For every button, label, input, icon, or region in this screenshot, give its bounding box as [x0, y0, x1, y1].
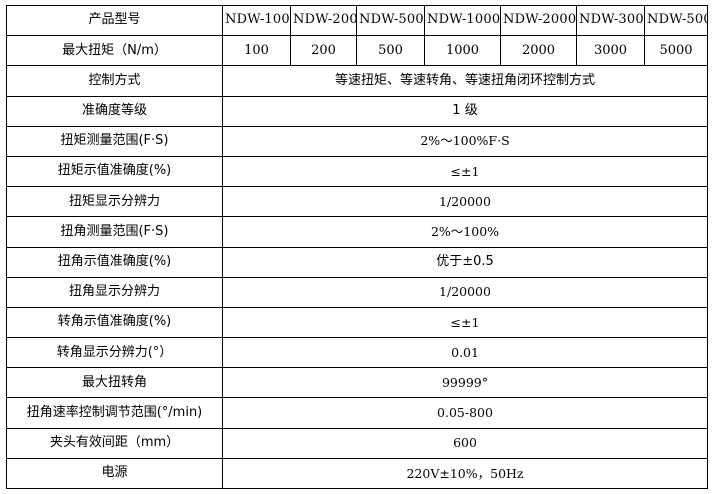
value-torque-measuring-range: 2%～100%F·S — [222, 125, 708, 157]
value-accuracy-grade: 1 级 — [222, 95, 708, 127]
value-rotation-angle-indication-accuracy: ≤±1 — [222, 306, 708, 339]
value-torsion-angle-indication-accuracy: 优于±0.5 — [222, 246, 708, 278]
row-label-max-torsion-angle: 最大扭转角 — [6, 367, 223, 399]
table-row: 扭角示值准确度(%) 优于±0.5 — [6, 246, 708, 278]
value-torsion-rate-control-range: 0.05-800 — [222, 397, 708, 429]
max-torque-ndw-200: 200 — [290, 35, 357, 67]
value-torsion-angle-display-resolution: 1/20000 — [222, 276, 708, 308]
model-header-ndw-500: NDW-500 — [356, 4, 425, 37]
value-power-supply: 220V±10%，50Hz — [222, 457, 708, 490]
value-torque-indication-accuracy: ≤±1 — [222, 155, 708, 188]
max-torque-ndw-1000: 1000 — [424, 35, 501, 67]
table-row: 电源 220V±10%，50Hz — [6, 457, 708, 490]
max-torque-ndw-500: 500 — [356, 35, 425, 67]
value-chuck-effective-distance: 600 — [222, 427, 708, 459]
max-torque-ndw-2000: 2000 — [500, 35, 577, 67]
model-header-ndw-2000: NDW-2000 — [500, 4, 577, 37]
model-header-ndw-5000: NDW-5000 — [644, 4, 708, 37]
table-row: 准确度等级 1 级 — [6, 95, 708, 127]
model-header-ndw-1000: NDW-1000 — [424, 4, 501, 37]
row-label-product-model: 产品型号 — [6, 4, 223, 37]
row-label-rotation-angle-indication-accuracy: 转角示值准确度(%) — [6, 306, 223, 339]
max-torque-ndw-3000: 3000 — [576, 35, 645, 67]
value-torque-display-resolution: 1/20000 — [222, 186, 708, 218]
value-rotation-angle-display-resolution: 0.01 — [222, 337, 708, 369]
row-label-power-supply: 电源 — [6, 457, 223, 490]
row-label-chuck-effective-distance: 夹头有效间距（mm） — [6, 427, 223, 459]
value-torsion-angle-measuring-range: 2%～100% — [222, 216, 708, 248]
row-label-control-mode: 控制方式 — [6, 65, 223, 97]
model-header-ndw-3000: NDW-3000 — [576, 4, 645, 37]
row-label-torque-indication-accuracy: 扭矩示值准确度(%) — [6, 155, 223, 188]
table-row: 转角示值准确度(%) ≤±1 — [6, 306, 708, 339]
specification-table-container: 产品型号 NDW-100 NDW-200 NDW-500 NDW-1000 ND… — [6, 4, 708, 490]
row-label-torque-display-resolution: 扭矩显示分辨力 — [6, 186, 223, 218]
model-header-ndw-100: NDW-100 — [222, 4, 291, 37]
value-max-torsion-angle: 99999° — [222, 367, 708, 399]
value-control-mode: 等速扭矩、等速转角、等速扭角闭环控制方式 — [222, 65, 708, 97]
table-row: 扭矩测量范围(F·S) 2%～100%F·S — [6, 125, 708, 157]
table-row: 夹头有效间距（mm） 600 — [6, 427, 708, 459]
row-label-accuracy-grade: 准确度等级 — [6, 95, 223, 127]
table-row: 最大扭转角 99999° — [6, 367, 708, 399]
row-label-torsion-angle-display-resolution: 扭角显示分辨力 — [6, 276, 223, 308]
table-row: 扭矩显示分辨力 1/20000 — [6, 186, 708, 218]
table-row: 最大扭矩（N/m） 100 200 500 1000 2000 3000 500… — [6, 35, 708, 67]
row-label-rotation-angle-display-resolution: 转角显示分辨力(°） — [6, 337, 223, 369]
row-label-torsion-angle-indication-accuracy: 扭角示值准确度(%) — [6, 246, 223, 278]
table-row: 扭角速率控制调节范围(°/min) 0.05-800 — [6, 397, 708, 429]
row-label-torque-measuring-range: 扭矩测量范围(F·S) — [6, 125, 223, 157]
table-row: 扭角显示分辨力 1/20000 — [6, 276, 708, 308]
table-row: 控制方式 等速扭矩、等速转角、等速扭角闭环控制方式 — [6, 65, 708, 97]
row-label-max-torque: 最大扭矩（N/m） — [6, 35, 223, 67]
table-row: 转角显示分辨力(°） 0.01 — [6, 337, 708, 369]
max-torque-ndw-100: 100 — [222, 35, 291, 67]
product-specification-table: 产品型号 NDW-100 NDW-200 NDW-500 NDW-1000 ND… — [6, 4, 708, 490]
row-label-torsion-angle-measuring-range: 扭角测量范围(F·S) — [6, 216, 223, 248]
row-label-torsion-rate-control-range: 扭角速率控制调节范围(°/min) — [6, 397, 223, 429]
model-header-ndw-200: NDW-200 — [290, 4, 357, 37]
table-row: 扭矩示值准确度(%) ≤±1 — [6, 155, 708, 188]
table-row: 产品型号 NDW-100 NDW-200 NDW-500 NDW-1000 ND… — [6, 4, 708, 37]
max-torque-ndw-5000: 5000 — [644, 35, 708, 67]
table-row: 扭角测量范围(F·S) 2%～100% — [6, 216, 708, 248]
